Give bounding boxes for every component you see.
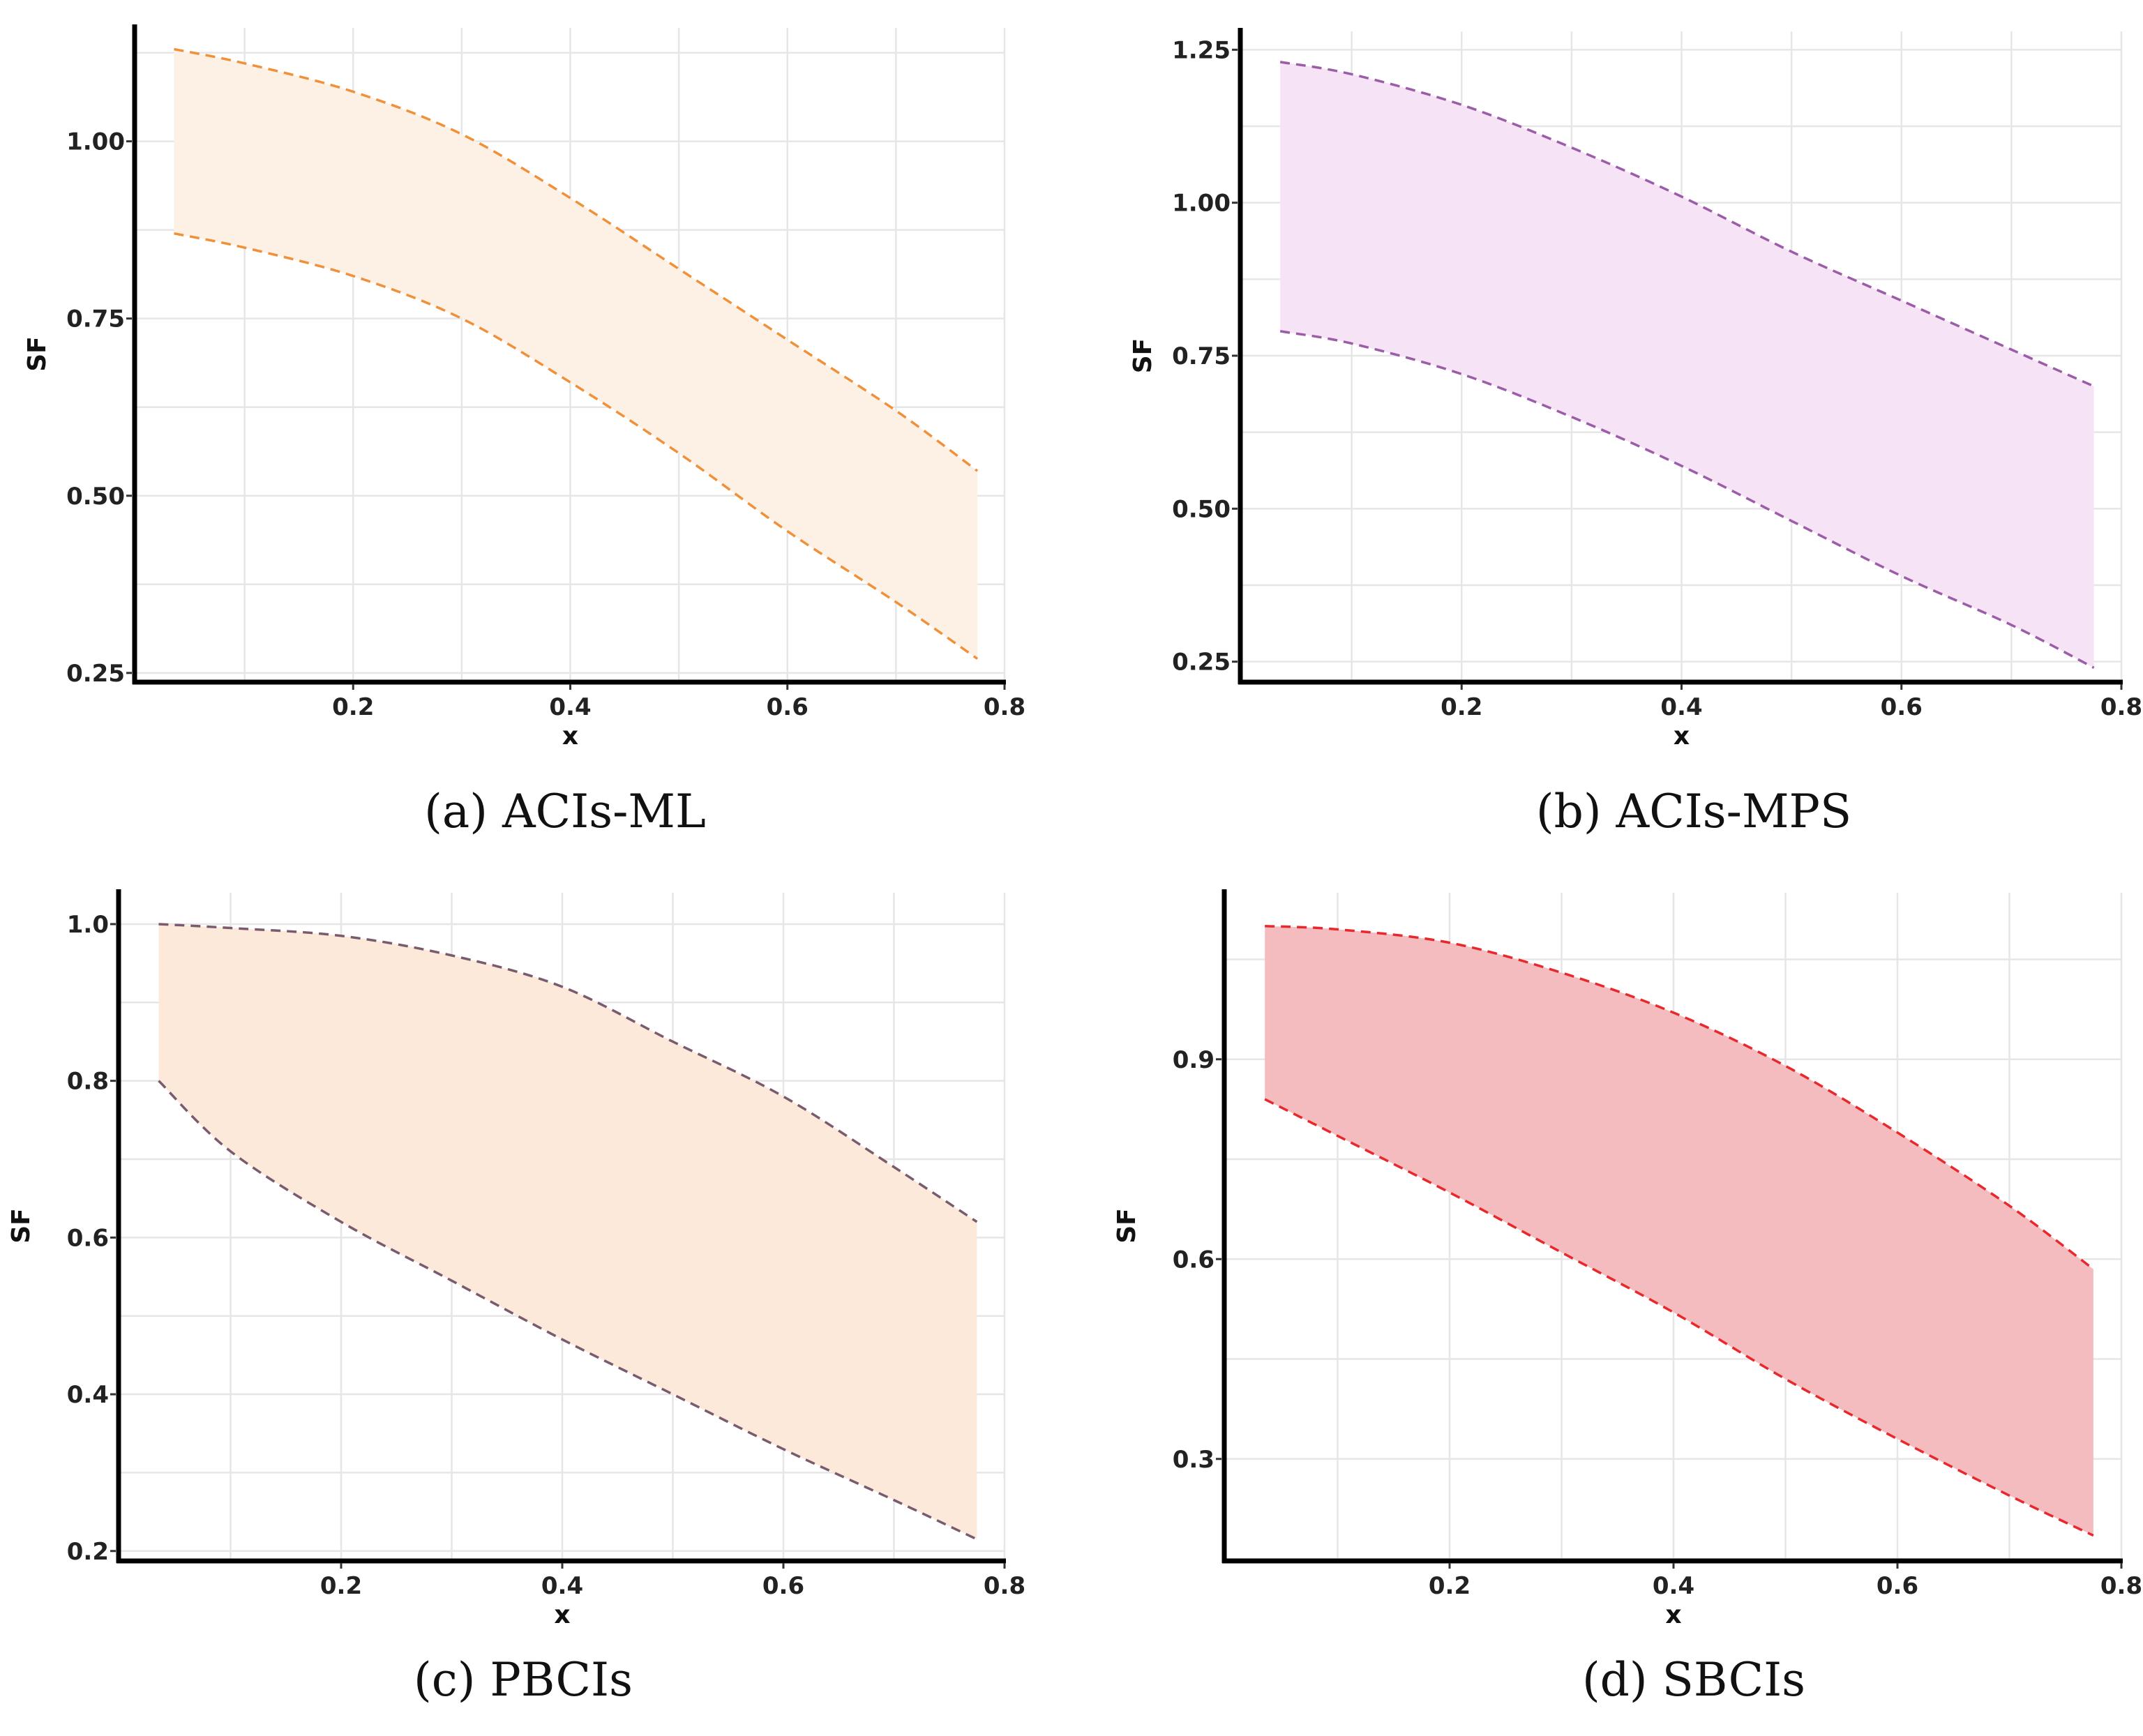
confidence-band-area (1265, 926, 2093, 1536)
chart-b-caption: (b) ACIs-MPS (1535, 785, 1852, 838)
x-tick-label: 0.6 (1881, 693, 1923, 721)
y-tick-label: 0.75 (1172, 342, 1231, 370)
chart-b-svg: 0.2 0.4 0.6 0.8 0.25 0.50 0.75 1.00 1.25 x SF (1129, 28, 2142, 750)
x-tick-label: 0.4 (1653, 1572, 1694, 1600)
y-axis-title: SF (7, 1208, 36, 1244)
x-axis-title: x (1674, 722, 1690, 750)
upper-bound-line (158, 923, 978, 1223)
y-tick-label: 0.25 (1172, 649, 1231, 677)
lower-bound-line (158, 1080, 978, 1541)
y-tick-label: 0.50 (1172, 495, 1231, 523)
x-tick-label: 0.6 (767, 693, 809, 721)
x-tick-label: 0.8 (984, 693, 1025, 721)
y-tick-label: 1.25 (1172, 36, 1231, 64)
y-tick-label: 0.6 (1173, 1246, 1215, 1274)
x-tick-label: 0.2 (332, 693, 374, 721)
x-tick-label: 0.2 (1429, 1572, 1471, 1600)
y-tick-label: 0.75 (66, 305, 125, 333)
y-tick-label: 0.8 (67, 1068, 109, 1096)
x-tick-label: 0.6 (1877, 1572, 1918, 1600)
chart-a-svg: 0.2 0.4 0.6 0.8 0.25 0.50 0.75 1.00 x SF (23, 24, 1025, 750)
x-tick-label: 0.6 (762, 1572, 804, 1600)
chart-panel-c: 0.2 0.4 0.6 0.8 0.2 0.4 0.6 0.8 1.0 x SF (c) PBCI… (0, 865, 1072, 1736)
x-tick-label: 0.4 (1660, 693, 1702, 721)
y-tick-label: 1.00 (1172, 190, 1231, 218)
lower-bound-line (1279, 330, 2095, 670)
y-tick-label: 1.00 (66, 128, 125, 156)
x-tick-label: 0.8 (984, 1572, 1025, 1600)
chart-panel-a: 0.2 0.4 0.6 0.8 0.25 0.50 0.75 1.00 x SF (a) ACI… (0, 0, 1072, 865)
y-axis-title: SF (23, 336, 52, 372)
y-tick-label: 0.2 (67, 1538, 109, 1566)
x-axis-title: x (554, 1601, 570, 1629)
y-tick-label: 0.3 (1173, 1446, 1215, 1474)
y-tick-label: 0.6 (67, 1224, 109, 1252)
x-tick-label: 0.4 (549, 693, 591, 721)
y-tick-label: 0.50 (66, 483, 125, 511)
confidence-band-area (158, 923, 977, 1539)
upper-bound-line (1279, 61, 2095, 388)
x-tick-label: 0.2 (1441, 693, 1482, 721)
y-axis-title: SF (1129, 338, 1157, 374)
chart-d-svg: 0.2 0.4 0.6 0.8 0.3 0.6 0.9 x SF (1113, 889, 2142, 1629)
lower-bound-line (174, 232, 979, 660)
confidence-band-area (174, 49, 978, 659)
y-tick-label: 0.25 (66, 660, 125, 688)
chart-c-caption: (c) PBCIs (413, 1653, 633, 1707)
y-tick-label: 1.0 (67, 911, 109, 939)
chart-c-svg: 0.2 0.4 0.6 0.8 0.2 0.4 0.6 0.8 1.0 x SF (7, 889, 1025, 1629)
x-axis-title: x (1665, 1601, 1681, 1629)
y-tick-label: 0.9 (1173, 1046, 1215, 1074)
lower-bound-line (1264, 1098, 2094, 1537)
y-axis-title: SF (1113, 1208, 1141, 1244)
x-tick-label: 0.2 (320, 1572, 362, 1600)
chart-d-caption: (d) SBCIs (1581, 1653, 1806, 1707)
chart-panel-b: 0.2 0.4 0.6 0.8 0.25 0.50 0.75 1.00 1.25 x SF (b)… (1072, 0, 2143, 865)
x-axis-title: x (562, 722, 578, 750)
chart-panel-d: 0.2 0.4 0.6 0.8 0.3 0.6 0.9 x SF (d) SBCIs (1072, 865, 2143, 1736)
y-tick-label: 0.4 (67, 1381, 109, 1409)
upper-bound-line (174, 47, 979, 472)
x-tick-label: 0.8 (2100, 693, 2142, 721)
chart-a-caption: (a) ACIs-ML (424, 785, 706, 838)
x-tick-label: 0.8 (2100, 1572, 2142, 1600)
confidence-band-area (1280, 61, 2094, 668)
x-tick-label: 0.4 (541, 1572, 583, 1600)
